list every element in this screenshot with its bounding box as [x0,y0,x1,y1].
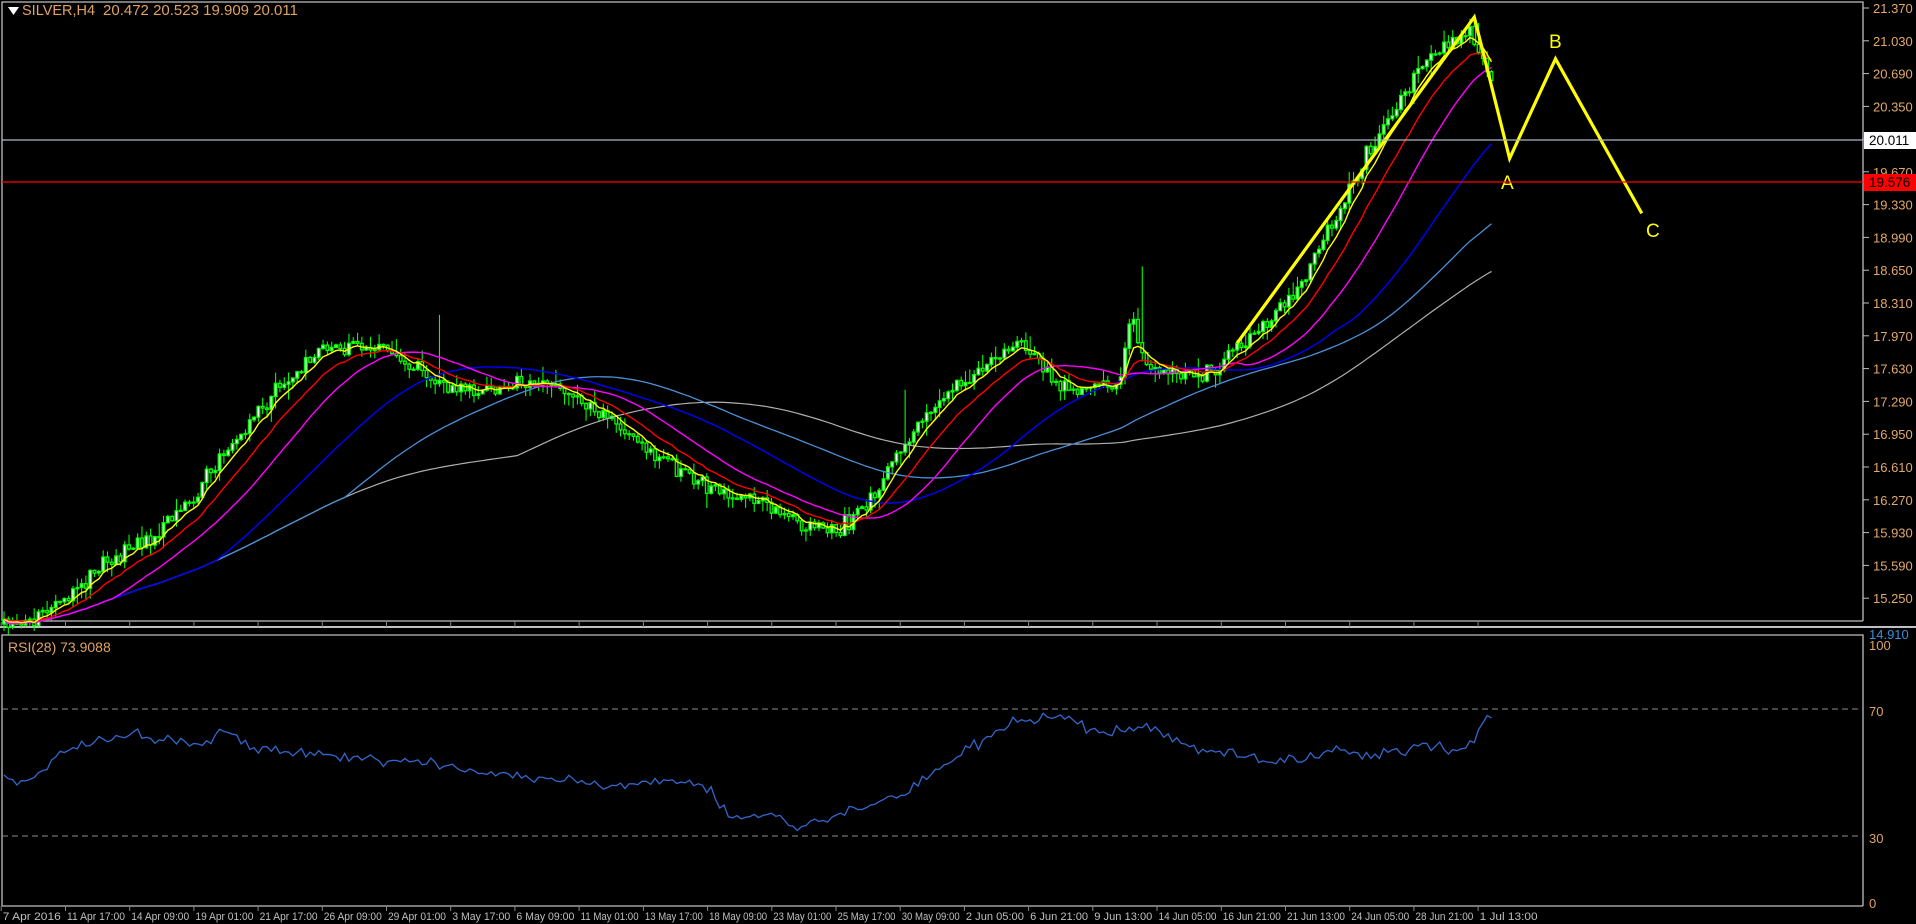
svg-text:28 Jun 21:00: 28 Jun 21:00 [1415,911,1473,923]
svg-text:9 Jun 13:00: 9 Jun 13:00 [1094,911,1152,923]
svg-text:17.630: 17.630 [1873,362,1913,377]
svg-text:26 Apr 09:00: 26 Apr 09:00 [324,911,382,923]
svg-text:17.290: 17.290 [1873,394,1913,409]
svg-text:20.690: 20.690 [1873,67,1913,82]
svg-text:25 May 17:00: 25 May 17:00 [838,911,896,923]
svg-text:6 May 09:00: 6 May 09:00 [516,911,574,923]
svg-text:18 May 09:00: 18 May 09:00 [709,911,767,923]
svg-text:20.011: 20.011 [1869,133,1909,148]
svg-text:14 Jun 05:00: 14 Jun 05:00 [1159,911,1217,923]
svg-text:11 Apr 17:00: 11 Apr 17:00 [67,911,125,923]
svg-text:30 May 09:00: 30 May 09:00 [902,911,960,923]
svg-text:20.472 20.523 19.909 20.011: 20.472 20.523 19.909 20.011 [103,3,298,19]
svg-text:C: C [1646,221,1660,242]
svg-text:14 Apr 09:00: 14 Apr 09:00 [131,911,189,923]
svg-text:16 Jun 21:00: 16 Jun 21:00 [1223,911,1281,923]
svg-text:18.650: 18.650 [1873,263,1913,278]
svg-text:15.930: 15.930 [1873,526,1913,541]
svg-text:13 May 17:00: 13 May 17:00 [645,911,703,923]
svg-text:19.576: 19.576 [1869,175,1910,190]
svg-text:15.250: 15.250 [1873,591,1913,606]
svg-text:17.970: 17.970 [1873,329,1913,344]
svg-text:21.370: 21.370 [1873,1,1913,16]
svg-text:7 Apr 2016: 7 Apr 2016 [3,911,61,923]
svg-text:16.610: 16.610 [1873,460,1913,475]
svg-text:29 Apr 01:00: 29 Apr 01:00 [388,911,446,923]
svg-text:21.030: 21.030 [1873,34,1913,49]
svg-text:18.310: 18.310 [1873,296,1913,311]
svg-text:30: 30 [1869,831,1883,846]
svg-text:3 May 17:00: 3 May 17:00 [452,911,510,923]
svg-text:0: 0 [1869,896,1876,911]
svg-text:19 Apr 01:00: 19 Apr 01:00 [195,911,253,923]
svg-text:11 May 01:00: 11 May 01:00 [581,911,639,923]
svg-text:2 Jun 05:00: 2 Jun 05:00 [966,911,1024,923]
svg-text:16.950: 16.950 [1873,427,1913,442]
svg-text:B: B [1549,32,1562,53]
svg-text:23 May 01:00: 23 May 01:00 [773,911,831,923]
svg-text:15.590: 15.590 [1873,558,1913,573]
svg-text:18.990: 18.990 [1873,230,1913,245]
svg-text:A: A [1501,173,1514,194]
svg-text:1 Jul 13:00: 1 Jul 13:00 [1480,911,1538,923]
svg-text:19.330: 19.330 [1873,198,1913,213]
svg-text:21 Jun 13:00: 21 Jun 13:00 [1287,911,1345,923]
svg-text:SILVER,H4: SILVER,H4 [22,3,95,19]
svg-text:70: 70 [1869,704,1883,719]
svg-text:20.350: 20.350 [1873,99,1913,114]
svg-text:6 Jun 21:00: 6 Jun 21:00 [1030,911,1088,923]
svg-text:RSI(28) 73.9088: RSI(28) 73.9088 [8,639,111,655]
svg-text:16.270: 16.270 [1873,493,1913,508]
svg-text:21 Apr 17:00: 21 Apr 17:00 [260,911,318,923]
svg-text:24 Jun 05:00: 24 Jun 05:00 [1351,911,1409,923]
svg-text:100: 100 [1869,638,1891,653]
